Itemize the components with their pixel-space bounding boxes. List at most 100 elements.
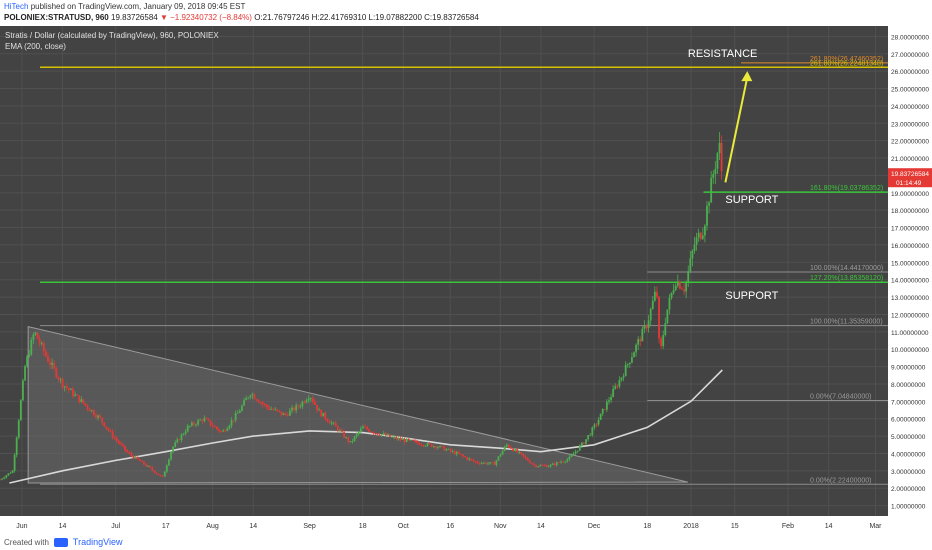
candle-body	[491, 462, 494, 464]
candle-body	[370, 431, 373, 433]
candle-body	[405, 438, 408, 443]
candle-body	[451, 451, 454, 452]
candle-body	[533, 463, 535, 465]
y-tick-label: 13.00000000	[891, 295, 929, 302]
candle-body	[372, 432, 375, 434]
candle-body	[660, 338, 663, 347]
candle-body	[701, 235, 704, 239]
candle-body	[232, 420, 235, 421]
author-link[interactable]: HiTech	[4, 2, 29, 11]
candle-body	[656, 291, 658, 297]
candle-body	[618, 379, 621, 387]
fib-level-label: 161.80%(19.03786352)	[810, 185, 883, 192]
candle-body	[601, 409, 604, 414]
candle-body	[299, 406, 302, 408]
candle-body	[126, 450, 129, 453]
x-tick-label: Dec	[588, 523, 601, 530]
publish-info: published on TradingView.com, January 09…	[30, 2, 246, 11]
candle-body	[422, 444, 425, 446]
candle-body	[462, 454, 464, 457]
candle-body	[99, 415, 102, 418]
support-label-upper: SUPPORT	[725, 194, 778, 206]
candle-body	[9, 472, 12, 474]
candle-body	[432, 446, 435, 447]
candle-body	[70, 389, 72, 390]
candle-body	[678, 281, 681, 289]
fib-level-label: 261.80%(26.47460352)	[810, 56, 883, 63]
x-tick-label: 18	[359, 523, 367, 530]
candle-body	[286, 414, 289, 416]
x-tick-label: 16	[446, 523, 454, 530]
candle-body	[570, 454, 573, 457]
candle-body	[537, 466, 539, 468]
candle-body	[218, 428, 220, 432]
candle-body	[699, 232, 702, 239]
candle-body	[17, 420, 20, 438]
candle-body	[330, 422, 333, 424]
candle-body	[364, 426, 366, 428]
support-label-lower: SUPPORT	[725, 290, 778, 302]
fib-level-label: 127.20%(13.85358120)	[810, 275, 883, 282]
candle-body	[441, 445, 444, 447]
candle-body	[65, 386, 68, 389]
candle-body	[668, 297, 671, 310]
candle-body	[276, 409, 279, 411]
x-tick-label: Jul	[111, 523, 120, 530]
candle-body	[693, 244, 696, 251]
ema-200-line	[9, 369, 723, 484]
candle-body	[163, 471, 166, 477]
candle-body	[353, 436, 356, 441]
candle-body	[539, 465, 542, 467]
candle-body	[689, 258, 692, 272]
candle-body	[376, 433, 379, 435]
candle-body	[457, 452, 460, 454]
tradingview-link[interactable]: TradingView	[72, 537, 123, 547]
fib-level-label: 0.00%(2.22400000)	[810, 477, 872, 484]
candle-body	[220, 431, 222, 433]
candle-body	[92, 410, 95, 416]
candle-body	[151, 467, 154, 471]
x-tick-label: 14	[825, 523, 833, 530]
countdown-timer: 01:14:49	[896, 180, 922, 187]
y-tick-label: 10.00000000	[891, 347, 929, 354]
chart-title: Stratis / Dollar (calculated by TradingV…	[5, 31, 219, 40]
price-chart[interactable]: 261.80%(26.47460352)261.80%(26.22481348)…	[0, 26, 932, 534]
y-tick-label: 19.00000000	[891, 191, 929, 198]
candle-body	[140, 461, 143, 462]
chart-header: HiTech published on TradingView.com, Jan…	[4, 1, 928, 25]
descending-triangle	[27, 325, 689, 484]
candle-body	[245, 398, 247, 401]
candle-body	[595, 424, 598, 426]
y-tick-label: 11.00000000	[891, 330, 929, 337]
y-tick-label: 5.00000000	[891, 434, 926, 441]
candle-body	[72, 389, 74, 396]
candle-body	[378, 434, 381, 436]
candle-body	[558, 462, 560, 464]
x-tick-label: 2018	[683, 523, 699, 530]
candle-body	[47, 356, 49, 362]
candle-body	[314, 402, 316, 405]
candle-body	[382, 433, 385, 435]
candle-body	[82, 399, 85, 404]
candle-body	[528, 460, 531, 463]
candle-body	[710, 177, 713, 203]
y-tick-label: 17.00000000	[891, 226, 929, 233]
tradingview-logo-icon	[53, 537, 68, 547]
target-arrow	[724, 76, 749, 183]
y-tick-label: 1.00000000	[891, 504, 926, 511]
candle-body	[380, 434, 383, 436]
y-tick-label: 26.00000000	[891, 69, 929, 76]
candle-body	[63, 386, 66, 388]
candle-body	[168, 459, 170, 466]
candle-body	[3, 477, 6, 479]
fib-level-label: 100.00%(14.44170000)	[810, 265, 883, 272]
candle-body	[193, 422, 195, 425]
candle-body	[251, 394, 254, 396]
candle-body	[564, 461, 567, 463]
candle-body	[355, 434, 358, 437]
candle-body	[170, 451, 172, 460]
candle-body	[322, 412, 325, 417]
candle-body	[268, 407, 270, 410]
candle-body	[447, 448, 450, 450]
candle-body	[341, 430, 343, 432]
